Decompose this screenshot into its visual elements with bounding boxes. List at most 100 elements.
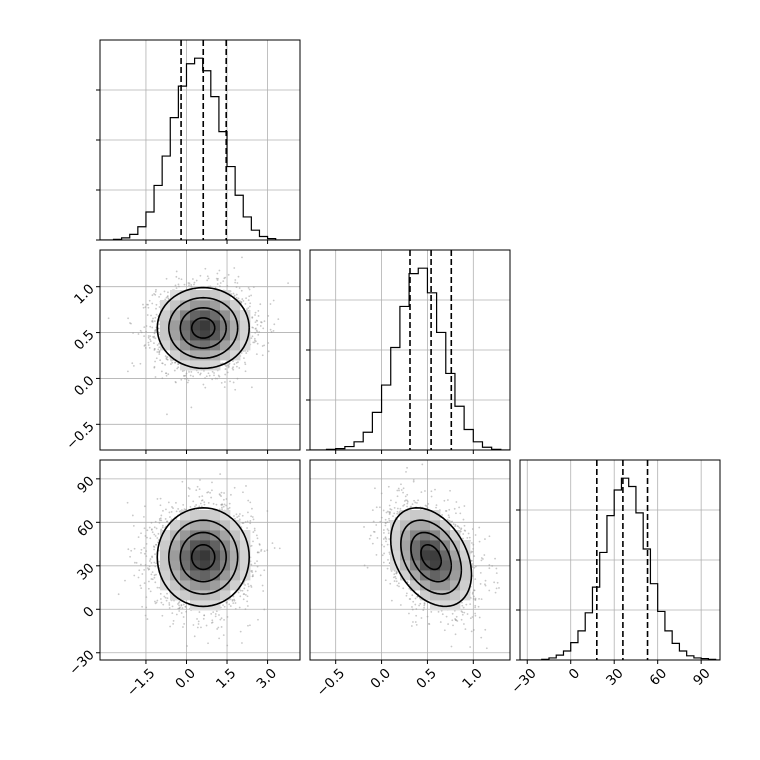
sample-point bbox=[418, 604, 420, 607]
sample-point bbox=[287, 282, 289, 285]
sample-point bbox=[232, 292, 235, 295]
sample-point bbox=[250, 294, 253, 297]
sample-point bbox=[430, 490, 433, 493]
sample-point bbox=[212, 502, 215, 505]
sample-point bbox=[175, 501, 177, 504]
sample-point bbox=[172, 623, 175, 625]
sample-point bbox=[166, 592, 168, 595]
sample-point bbox=[186, 645, 188, 647]
density-cell bbox=[420, 520, 431, 531]
sample-point bbox=[251, 569, 253, 572]
sample-point bbox=[148, 299, 151, 302]
sample-point bbox=[222, 634, 225, 637]
density-cell bbox=[190, 340, 201, 351]
sample-point bbox=[463, 505, 466, 507]
sample-point bbox=[198, 611, 201, 613]
histogram-bar bbox=[235, 195, 243, 240]
sample-point bbox=[406, 499, 409, 502]
density-cell bbox=[210, 290, 221, 301]
density-cell bbox=[440, 570, 451, 581]
sample-point bbox=[158, 560, 160, 563]
sample-point bbox=[467, 532, 470, 535]
sample-point bbox=[471, 616, 474, 618]
y2-tick-label: 1.0 bbox=[71, 281, 98, 308]
sample-point bbox=[161, 524, 164, 527]
sample-point bbox=[143, 582, 146, 584]
sample-point bbox=[175, 275, 178, 278]
sample-point bbox=[146, 536, 148, 539]
sample-point bbox=[163, 290, 166, 293]
density-cell bbox=[170, 300, 181, 311]
sample-point bbox=[253, 341, 256, 344]
contour-line bbox=[167, 519, 239, 595]
density-cell bbox=[190, 510, 201, 521]
sample-point bbox=[402, 587, 405, 590]
sample-point bbox=[225, 601, 228, 604]
sample-point bbox=[471, 566, 474, 568]
density-cell bbox=[210, 350, 221, 361]
sample-point bbox=[252, 531, 255, 533]
sample-point bbox=[462, 537, 464, 540]
sample-point bbox=[454, 525, 457, 527]
density-cell bbox=[410, 550, 421, 561]
sample-point bbox=[211, 378, 214, 381]
sample-point bbox=[227, 273, 230, 276]
sample-point bbox=[192, 500, 195, 503]
sample-point bbox=[153, 533, 156, 536]
sample-point bbox=[483, 554, 486, 556]
sample-point bbox=[471, 591, 474, 594]
sample-point bbox=[224, 373, 227, 376]
histogram-bar bbox=[186, 64, 194, 240]
sample-point bbox=[184, 374, 187, 377]
sample-point bbox=[148, 580, 150, 583]
x2-tick-label: 1.0 bbox=[459, 665, 486, 692]
sample-point bbox=[188, 488, 191, 490]
density-cell bbox=[450, 560, 461, 571]
sample-point bbox=[164, 363, 167, 366]
density-cell bbox=[200, 530, 211, 541]
density-cell bbox=[210, 570, 221, 581]
density-cell bbox=[200, 570, 211, 581]
histogram-bar bbox=[636, 513, 643, 660]
y3-tick-label: 0 bbox=[80, 604, 97, 621]
sample-point bbox=[180, 278, 183, 281]
sample-point bbox=[406, 581, 409, 584]
sample-point bbox=[435, 504, 438, 506]
density-cell bbox=[440, 590, 451, 601]
sample-point bbox=[238, 606, 241, 609]
sample-point bbox=[393, 512, 396, 515]
density-cell bbox=[440, 600, 451, 611]
sample-point bbox=[480, 598, 483, 601]
sample-point bbox=[208, 374, 211, 377]
sample-point bbox=[387, 532, 390, 535]
sample-point bbox=[234, 517, 236, 520]
sample-point bbox=[251, 507, 253, 510]
sample-point bbox=[219, 282, 222, 284]
histogram-bar bbox=[391, 347, 400, 450]
sample-point bbox=[263, 608, 266, 611]
sample-point bbox=[388, 512, 391, 515]
sample-point bbox=[222, 280, 225, 283]
sample-point bbox=[127, 548, 130, 551]
sample-point bbox=[380, 492, 383, 495]
sample-point bbox=[450, 645, 453, 648]
density-cell bbox=[170, 550, 181, 561]
sample-point bbox=[187, 495, 190, 497]
contour-line bbox=[167, 296, 239, 360]
density-cell bbox=[170, 570, 181, 581]
sample-point bbox=[256, 560, 258, 563]
sample-point bbox=[174, 380, 177, 383]
sample-point bbox=[480, 559, 483, 562]
sample-point bbox=[485, 647, 488, 650]
sample-point bbox=[146, 618, 149, 620]
sample-point bbox=[203, 501, 206, 504]
sample-point bbox=[251, 317, 254, 319]
sample-point bbox=[246, 308, 248, 311]
sample-point bbox=[148, 568, 151, 570]
sample-point bbox=[166, 520, 168, 523]
sample-point bbox=[165, 374, 168, 377]
density-cell bbox=[240, 540, 251, 551]
sample-point bbox=[404, 495, 407, 498]
sample-point bbox=[382, 529, 385, 531]
sample-point bbox=[257, 618, 259, 621]
